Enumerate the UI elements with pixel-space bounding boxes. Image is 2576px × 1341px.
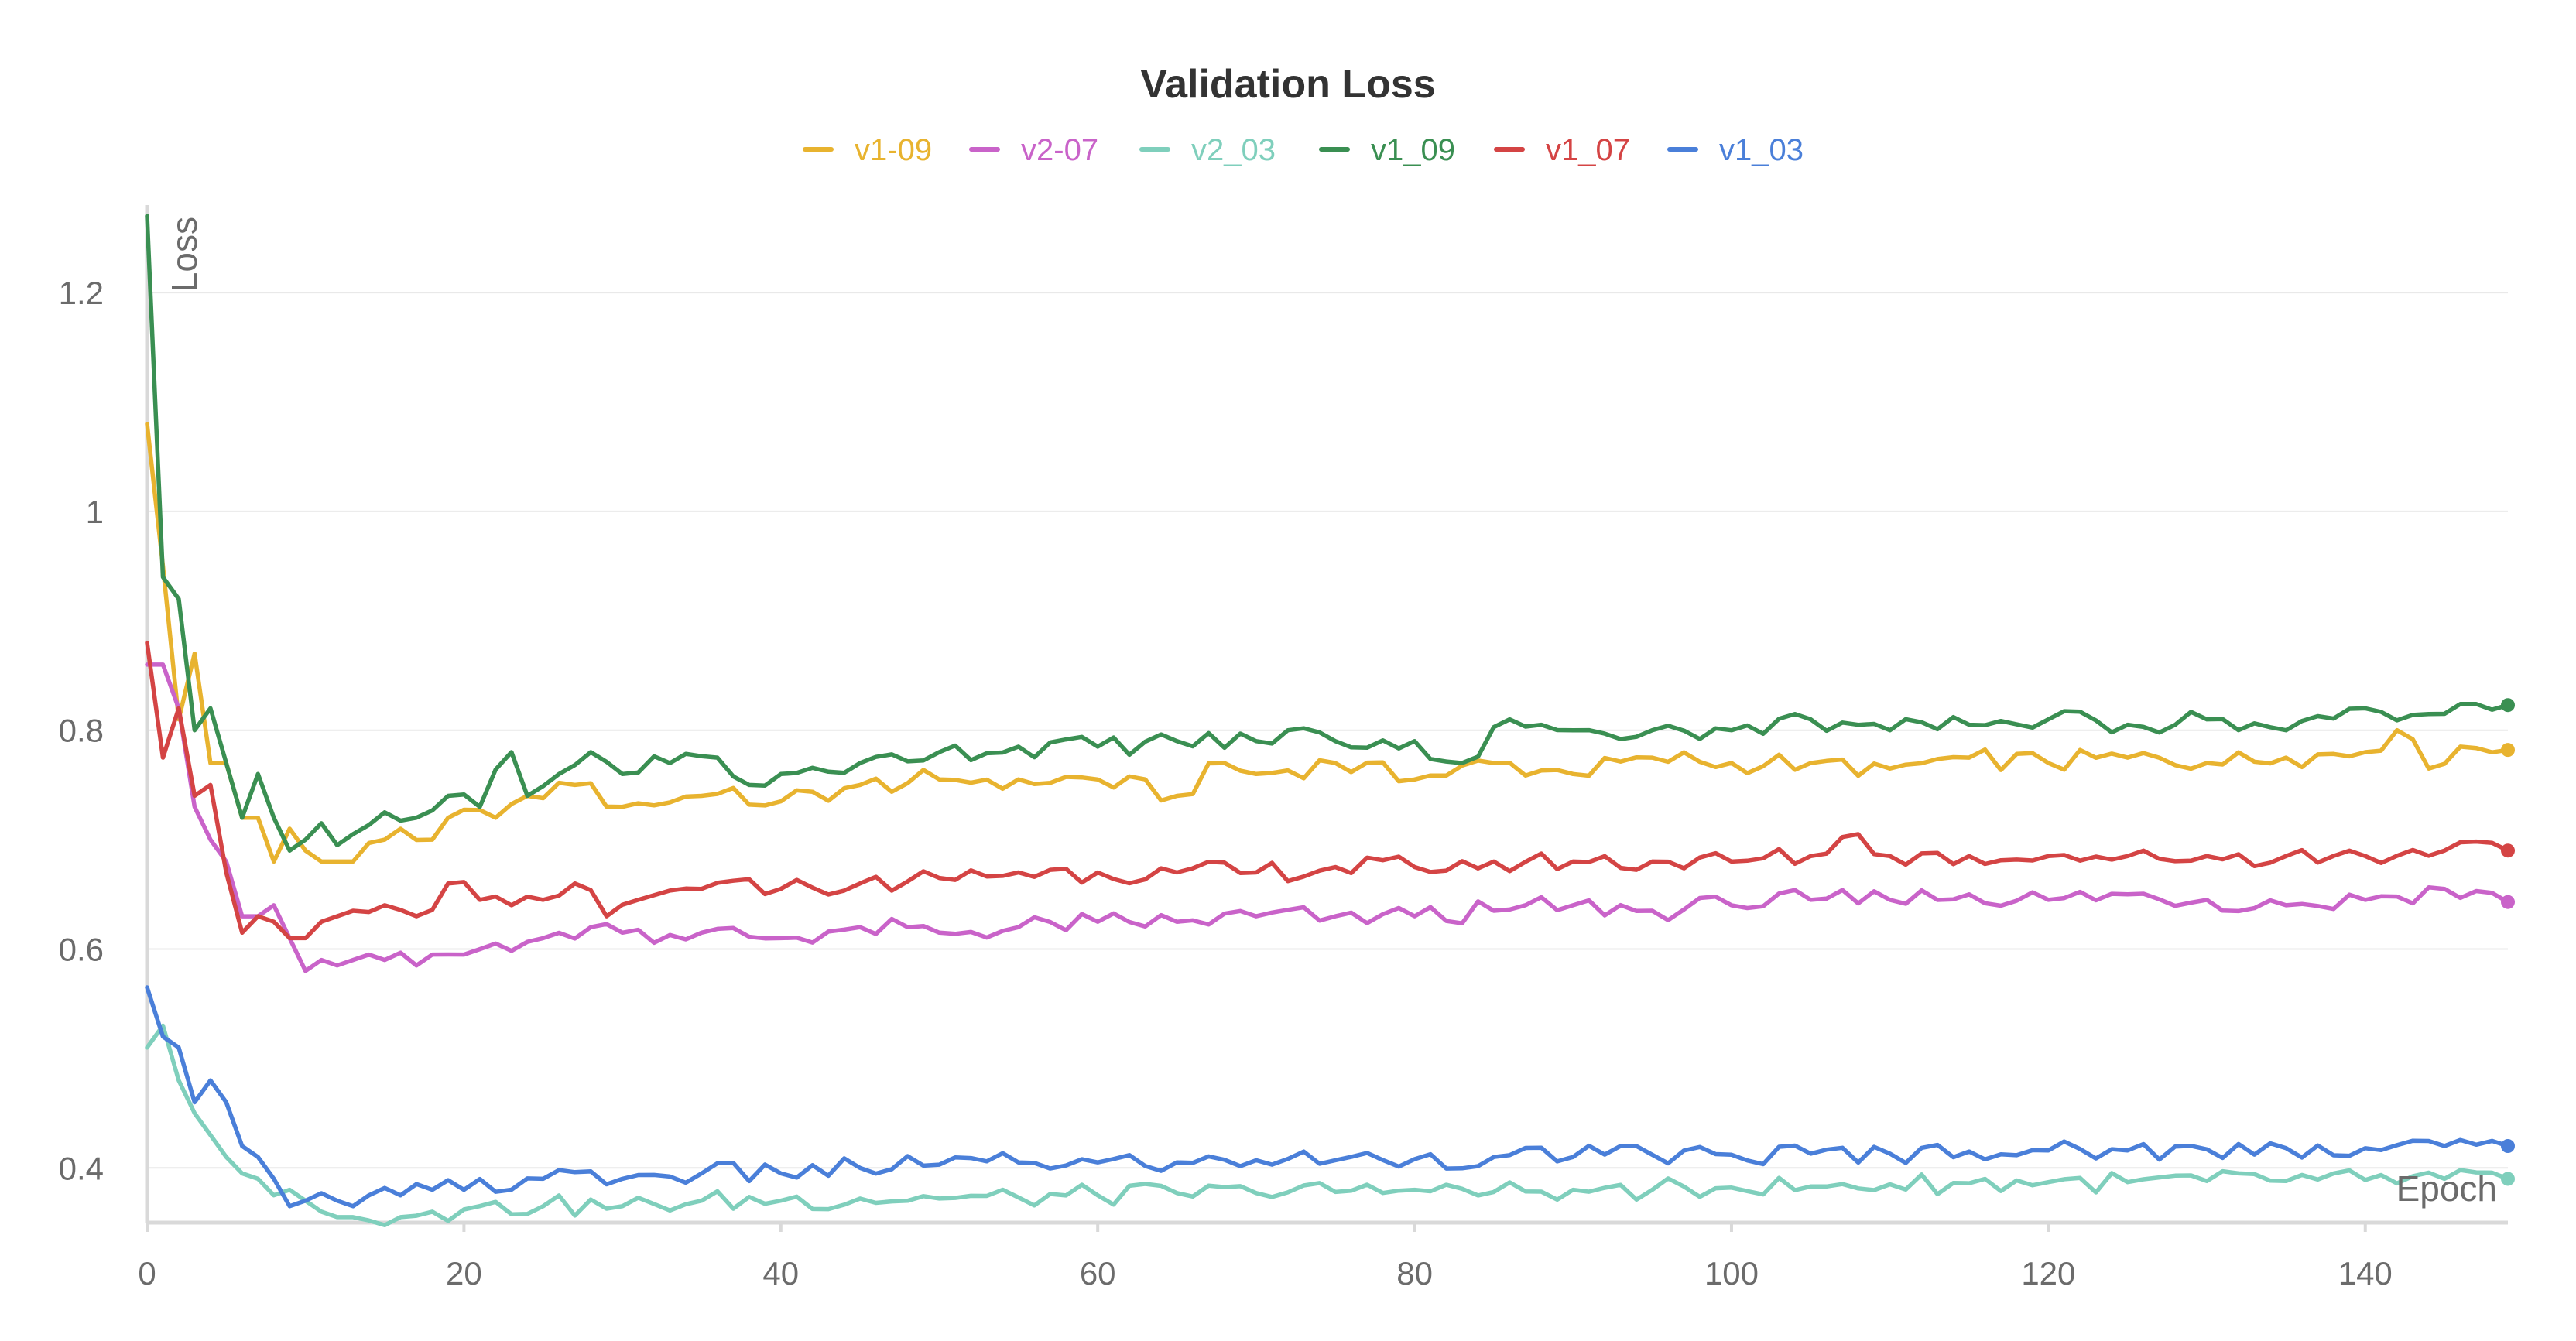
- legend-label: v1_07: [1546, 133, 1630, 167]
- series-end-marker: [2501, 843, 2515, 858]
- y-tick-label: 0.8: [59, 713, 104, 749]
- legend-item-v1_03[interactable]: v1_03: [1667, 133, 1804, 167]
- legend[interactable]: v1-09 v2-07 v2_03 v1_09 v1_07 v1_03: [803, 133, 1804, 167]
- y-tick-label: 0.6: [59, 932, 104, 968]
- legend-label: v1_03: [1719, 133, 1804, 167]
- legend-item-v2-07[interactable]: v2-07: [969, 133, 1098, 167]
- x-tick-label: 100: [1704, 1255, 1759, 1291]
- y-tick-label: 1: [86, 494, 104, 530]
- legend-label: v1_09: [1371, 133, 1455, 167]
- series-end-marker: [2501, 743, 2515, 758]
- x-tick-label: 80: [1396, 1255, 1433, 1291]
- series-line-v1_09: [145, 214, 2510, 853]
- x-tick-label: 60: [1080, 1255, 1116, 1291]
- tick-labels: 0.4 0.6 0.8 1 1.2 0 20 40 60 80 100 120 140: [59, 275, 2393, 1291]
- legend-label: v2-07: [1021, 133, 1098, 167]
- x-tick-label: 140: [2338, 1255, 2393, 1291]
- axes: [145, 205, 2508, 1232]
- legend-item-v1_07[interactable]: v1_07: [1494, 133, 1630, 167]
- series-end-marker: [2501, 1172, 2515, 1186]
- legend-item-v2_03[interactable]: v2_03: [1139, 133, 1276, 167]
- series-line-v1_07: [145, 640, 2510, 941]
- y-axis-label: Loss: [164, 217, 204, 292]
- series-line-v1-09: [145, 422, 2510, 864]
- series-end-marker: [2501, 1139, 2515, 1154]
- series-line-v2_03: [145, 1023, 2510, 1228]
- x-axis-label: Epoch: [2396, 1168, 2497, 1209]
- chart-title: Validation Loss: [1140, 62, 1435, 107]
- x-tick-label: 120: [2021, 1255, 2075, 1291]
- series-lines: [145, 214, 2515, 1228]
- x-tick-label: 40: [762, 1255, 799, 1291]
- x-tick-label: 0: [138, 1255, 156, 1291]
- series-line-v2-07: [145, 662, 2510, 973]
- y-tick-label: 1.2: [59, 275, 104, 311]
- series-end-marker: [2501, 698, 2515, 713]
- legend-label: v2_03: [1191, 133, 1276, 167]
- legend-item-v1-09[interactable]: v1-09: [803, 133, 932, 167]
- x-tick-label: 20: [446, 1255, 482, 1291]
- grid-lines: [147, 292, 2508, 1169]
- series-line-v1_03: [145, 985, 2510, 1209]
- legend-item-v1_09[interactable]: v1_09: [1319, 133, 1455, 167]
- series-end-marker: [2501, 895, 2515, 909]
- y-tick-label: 0.4: [59, 1150, 104, 1186]
- legend-label: v1-09: [855, 133, 932, 167]
